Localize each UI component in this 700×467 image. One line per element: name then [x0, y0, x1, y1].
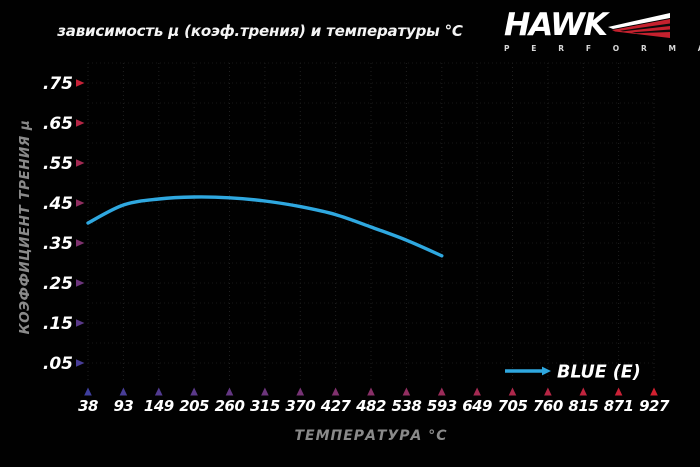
legend: BLUE (E): [505, 363, 641, 383]
hawk-wing-icon: [608, 13, 671, 38]
chart-title: зависимость μ (коэф.трения) и температур…: [57, 22, 463, 40]
gridlines: [87, 62, 655, 383]
x-tick-label: 538: [391, 397, 421, 415]
x-tick-label: 205: [179, 397, 209, 415]
x-tick-label: 649: [462, 397, 492, 415]
legend-label: BLUE (E): [557, 363, 641, 383]
x-tick-arrow-icon: [331, 387, 340, 396]
x-tick-arrow-icon: [296, 387, 305, 396]
x-tick-arrow-icon: [473, 387, 481, 396]
y-tick-label: .05: [43, 354, 73, 374]
tick-marks-and-labels: .05 .15 .25 .35 .45 .55 .65 .75 38 93 149 205 260 315…: [43, 74, 671, 415]
x-tick-arrow-icon: [614, 387, 623, 396]
x-tick-label: 370: [285, 397, 315, 415]
x-tick-label: 315: [250, 397, 280, 415]
legend-arrow-icon: [542, 366, 551, 376]
x-tick-label: 93: [113, 397, 133, 415]
y-tick-label: .65: [43, 114, 73, 134]
y-tick-label: .55: [43, 154, 73, 174]
x-tick-label: 149: [144, 397, 174, 415]
y-tick-arrow-icon: [76, 119, 85, 127]
x-tick-arrow-icon: [544, 387, 552, 396]
y-tick-label: .15: [43, 314, 73, 334]
y-tick-arrow-icon: [76, 159, 85, 167]
friction-curve: [86, 195, 444, 258]
x-tick-arrow-icon: [261, 387, 269, 396]
x-tick-arrow-icon: [650, 387, 658, 396]
x-tick-arrow-icon: [154, 387, 163, 396]
x-tick-arrow-icon: [367, 387, 375, 396]
x-tick-label: 427: [320, 397, 352, 415]
x-tick-arrow-icon: [119, 387, 128, 396]
y-tick-arrow-icon: [76, 239, 85, 247]
y-tick-label: .35: [43, 234, 73, 254]
x-tick-arrow-icon: [402, 387, 411, 396]
logo-brand-text: HAWK: [504, 7, 608, 43]
x-tick-label: 871: [604, 397, 634, 415]
y-tick-arrow-icon: [76, 319, 85, 327]
y-tick-label: .75: [43, 74, 73, 94]
x-tick-label: 260: [215, 397, 245, 415]
x-tick-arrow-icon: [190, 387, 198, 396]
x-tick-label: 705: [498, 397, 528, 415]
x-tick-arrow-icon: [437, 387, 446, 396]
x-tick-arrow-icon: [225, 387, 234, 396]
x-tick-label: 927: [639, 397, 670, 415]
x-axis-title: ТЕМПЕРАТУРА °C: [294, 428, 448, 444]
x-tick-label: 38: [78, 397, 98, 415]
logo-subbrand-text: P E R F O R M A N C E: [504, 44, 700, 53]
x-tick-arrow-icon: [508, 387, 517, 396]
y-tick-arrow-icon: [76, 79, 85, 87]
blue-e-curve: [86, 195, 444, 258]
y-tick-arrow-icon: [76, 359, 85, 367]
x-tick-label: 482: [355, 397, 386, 415]
x-tick-arrow-icon: [84, 387, 92, 396]
y-tick-arrow-icon: [76, 279, 85, 287]
y-axis-title: КОЭФФИЦИЕНТ ТРЕНИЯ μ: [17, 119, 33, 335]
x-tick-arrow-icon: [579, 387, 587, 396]
y-tick-arrow-icon: [76, 199, 85, 207]
x-tick-label: 760: [533, 397, 563, 415]
hawk-logo: HAWK P E R F O R M A N C E: [504, 7, 700, 54]
y-tick-label: .25: [43, 274, 73, 294]
x-tick-label: 593: [427, 397, 457, 415]
axis-lines: [86, 60, 654, 385]
x-tick-label: 815: [568, 397, 598, 415]
y-tick-label: .45: [43, 194, 73, 214]
